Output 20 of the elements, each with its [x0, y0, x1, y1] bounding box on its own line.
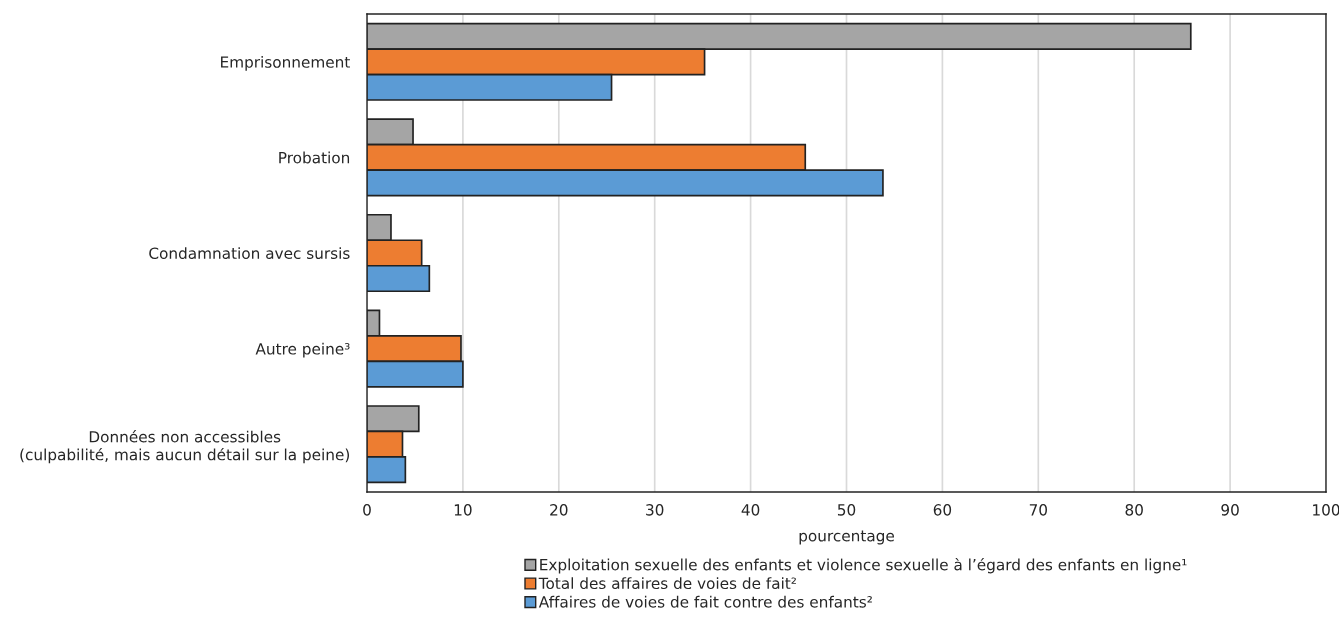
x-tick-label: 100 — [1313, 504, 1339, 516]
x-tick-label: 70 — [1029, 504, 1048, 516]
x-tick-label: 60 — [933, 504, 952, 516]
legend-label: Total des affaires de voies de fait² — [538, 577, 796, 590]
x-tick-label: 30 — [646, 504, 664, 516]
y-tick-label: Données non accessibles (culpabilité, mais aucun détail sur la peine) — [20, 430, 350, 464]
x-tick-label: 80 — [1125, 504, 1143, 516]
x-axis-title: pourcentage — [799, 530, 894, 545]
x-tick-label: 0 — [363, 504, 371, 516]
x-tick-label: 40 — [741, 504, 760, 516]
y-tick-label: Autre peine³ — [255, 342, 350, 358]
x-tick-label: 90 — [1221, 504, 1239, 516]
x-tick-label: 20 — [550, 504, 568, 516]
x-tick-label: 10 — [454, 504, 472, 516]
y-tick-label: Condamnation avec sursis — [149, 247, 350, 260]
legend-label: Exploitation sexuelle des enfants et violence sexuelle à l’égard des enfants en ligne¹ — [540, 558, 1187, 574]
y-tick-label: Probation — [279, 151, 350, 164]
x-tick-label: 50 — [837, 504, 856, 516]
legend-label: Affaires de voies de fait contre des enfants² — [538, 595, 872, 608]
y-tick-label: Emprisonnement — [221, 56, 350, 71]
